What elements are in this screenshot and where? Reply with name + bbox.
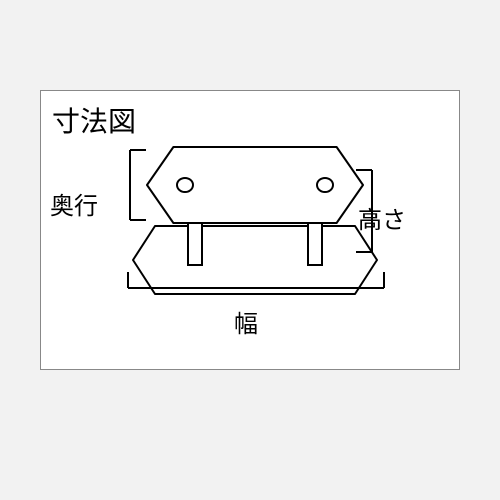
dimension-diagram [40, 90, 460, 370]
